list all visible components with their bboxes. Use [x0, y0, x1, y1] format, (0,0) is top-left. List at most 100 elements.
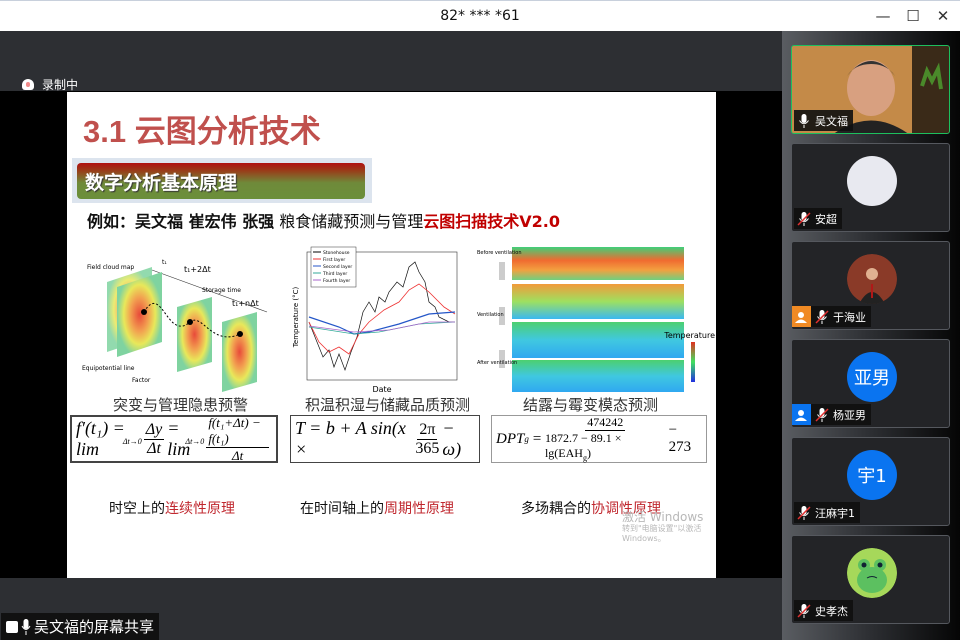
t1-label: t₁ — [162, 259, 167, 266]
eq3-den: 1872.7 − 89.1 × lg(EAH — [544, 431, 622, 461]
principle-continuity: 时空上的连续性原理 — [109, 498, 235, 518]
section-banner: 数字分析基本原理 — [77, 163, 365, 199]
eq1-den: Δt — [147, 439, 161, 457]
watermark-line2: 转到"电脑设置"以激活 Windows。 — [622, 524, 702, 543]
legend-second: Second layer — [323, 264, 352, 270]
recording-label: 录制中 — [42, 78, 79, 92]
t1-plus-ndt-label: t₁+nΔt — [232, 299, 259, 308]
eq3-den-sub: g — [582, 453, 587, 463]
after-ventilation-label: After ventilation — [477, 360, 517, 366]
equation-continuity: f′(t₁) = lim Δt→0 Δy Δt = lim Δt→0 f(t₁+Δt)… — [70, 415, 278, 463]
equation-coordination: DPT g = 474242 1872.7 − 89.1 × lg(EAHg) − … — [491, 415, 707, 463]
eq2-num: 2π — [417, 420, 438, 440]
participant-name-bar: 安超 — [794, 208, 842, 229]
example-line: 例如：吴文福 崔宏伟 张强 粮食储藏预测与管理云图扫描技术V2.0 — [87, 208, 560, 232]
x-axis-label: Date — [372, 385, 391, 394]
participant-name-bar: 吴文福 — [794, 110, 853, 131]
principle-coordination: 多场耦合的协调性原理 — [521, 498, 661, 518]
figure-caption-3: 结露与霉变模态预测 — [523, 396, 659, 414]
example-highlight: 云图扫描技术V2.0 — [423, 212, 560, 231]
principle-highlight: 周期性原理 — [384, 501, 454, 517]
participant-tile[interactable]: 吴文福 — [791, 45, 950, 134]
t1-plus-2dt-label: t₁+2Δt — [184, 265, 211, 274]
eq1-num2: f(t₁+Δt) − f(t₁) — [206, 415, 270, 448]
recording-icon — [22, 79, 34, 90]
eq3-rhs: − 273 — [668, 422, 692, 455]
participant-name: 安超 — [815, 212, 837, 226]
participant-name-bar: 汪麻宇1 — [794, 502, 860, 523]
microphone-icon — [799, 113, 809, 128]
factor-label: Factor — [132, 377, 151, 384]
participant-name-bar: 史孝杰 — [794, 600, 853, 621]
equipotential-label: Equipotential line — [82, 365, 135, 372]
eq1-mid-wrap: = lim Δt→0 — [167, 418, 204, 460]
equation-periodicity: T = b + A sin(x × 2π 365 − ω) — [290, 415, 480, 463]
participant-tile[interactable]: 于海业 — [791, 241, 950, 330]
eq1-limit-subscript-2: Δt→0 — [185, 437, 205, 446]
eq1-den2: Δt — [232, 447, 244, 463]
participant-name: 吴文福 — [815, 114, 848, 128]
avatar — [847, 254, 897, 304]
muted-microphone-icon — [797, 603, 811, 618]
field-cloud-map-label: Field cloud map — [87, 264, 134, 271]
principle-highlight: 连续性原理 — [165, 501, 235, 517]
participant-tile[interactable]: 安超 — [791, 143, 950, 232]
windows-activation-watermark: 激活 Windows 转到"电脑设置"以激活 Windows。 — [622, 510, 716, 544]
recording-indicator: 录制中 — [22, 76, 78, 93]
eq1-limit-subscript: Δt→0 — [122, 437, 142, 446]
eq1-num: Δy — [143, 420, 165, 440]
participant-tile[interactable]: 史孝杰 — [791, 535, 950, 624]
principle-prefix: 在时间轴上的 — [300, 501, 384, 517]
participant-tile[interactable]: 宇1 汪麻宇1 — [791, 437, 950, 526]
principle-highlight: 协调性原理 — [591, 501, 661, 517]
temperature-scale-label: Temperature — [663, 331, 715, 340]
eq3-lhs: DPT — [496, 430, 525, 447]
ventilation-label: Ventilation — [477, 312, 504, 318]
participant-name: 史孝杰 — [815, 604, 848, 618]
title-bar: 82* *** *61 — ☐ ✕ — [0, 0, 960, 31]
window-title: 82* *** *61 — [440, 8, 520, 24]
principle-periodicity: 在时间轴上的周期性原理 — [300, 498, 454, 518]
host-badge-icon — [792, 306, 811, 327]
eq1-lhs: f′(t₁) = lim — [76, 418, 125, 459]
participant-name-bar: 于海业 — [792, 306, 871, 327]
avatar: 亚男 — [847, 352, 897, 402]
principle-prefix: 时空上的 — [109, 501, 165, 517]
maximize-button[interactable]: ☐ — [906, 7, 920, 25]
close-button[interactable]: ✕ — [936, 7, 950, 25]
eq2-den: 365 — [415, 439, 440, 457]
participant-panel: 吴文福 安超 于海业 亚男 杨亚男 宇1 汪麻宇1 — [782, 31, 960, 640]
eq2-rhs: − ω) — [442, 418, 462, 459]
participant-name: 汪麻宇1 — [815, 506, 855, 520]
eq1-lhs-wrap: f′(t₁) = lim Δt→0 — [76, 418, 142, 460]
eq2-lhs: T = b + A sin(x × — [295, 418, 406, 459]
share-label-text: 吴文福的屏幕共享 — [34, 618, 155, 636]
muted-microphone-icon — [815, 407, 829, 422]
cloud-map-figure: Field cloud map t₁ t₁+2Δt Storage time t… — [82, 259, 268, 392]
legend-third: Third layer — [322, 271, 347, 277]
presentation-slide: 3.1 云图分析技术 数字分析基本原理 例如：吴文福 崔宏伟 张强 粮食储藏预测… — [67, 92, 716, 578]
participant-name: 杨亚男 — [833, 408, 866, 422]
participant-name: 于海业 — [833, 310, 866, 324]
example-prefix: 例如： — [87, 212, 136, 231]
muted-microphone-icon — [797, 211, 811, 226]
eq3-num: 474242 — [585, 415, 626, 432]
legend-first: First layer — [323, 257, 345, 263]
muted-microphone-icon — [797, 505, 811, 520]
authors: 吴文福 崔宏伟 张强 — [135, 212, 275, 231]
share-screen-icon — [6, 620, 18, 633]
before-ventilation-label: Before ventilation — [477, 250, 522, 256]
frog-avatar — [847, 548, 897, 598]
screen-share-label: 吴文福的屏幕共享 — [1, 613, 160, 640]
watermark-line1: 激活 Windows — [622, 510, 704, 524]
legend-stonehouse: Stonehouse — [323, 250, 350, 256]
avatar — [847, 156, 897, 206]
eq1-mid: = lim — [167, 418, 191, 459]
participant-tile[interactable]: 亚男 杨亚男 — [791, 339, 950, 428]
eq3-den-end: ) — [586, 446, 591, 461]
slide-title: 3.1 云图分析技术 — [83, 114, 321, 149]
condensation-heatmaps: Before ventilation Ventilation After venti… — [477, 247, 715, 392]
minimize-button[interactable]: — — [875, 7, 891, 25]
legend-fourth: Fourth layer — [323, 278, 350, 284]
